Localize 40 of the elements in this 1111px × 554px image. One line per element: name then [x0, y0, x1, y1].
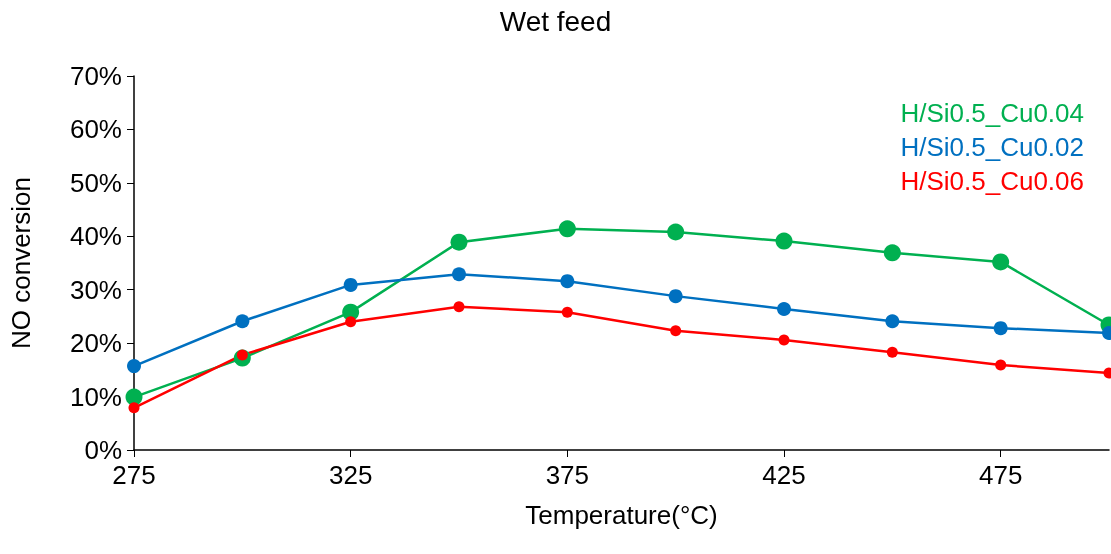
point	[777, 301, 791, 316]
point	[885, 314, 900, 329]
point	[995, 359, 1007, 371]
y-tick-label: 20%	[69, 328, 122, 359]
point	[343, 277, 358, 292]
point	[668, 289, 683, 304]
point	[667, 223, 685, 241]
point	[670, 325, 682, 337]
text: H/Si0.5_Cu0.02	[900, 132, 1084, 162]
y-tick-label: 40%	[69, 221, 122, 252]
point	[778, 334, 790, 346]
point	[235, 314, 250, 329]
x-axis-title: Temperature(°C)	[525, 500, 718, 530]
text: H/Si0.5_Cu0.04	[900, 98, 1084, 128]
point	[450, 233, 468, 251]
point	[775, 232, 793, 250]
text: H/Si0.5_Cu0.06	[900, 166, 1084, 196]
x-tick-label: 375	[545, 460, 590, 490]
x-tick-label: 475	[978, 460, 1023, 490]
point	[993, 321, 1008, 336]
point	[560, 274, 575, 289]
point	[561, 306, 573, 318]
point	[992, 253, 1010, 271]
point	[127, 359, 141, 374]
point	[558, 220, 576, 238]
point	[883, 244, 901, 262]
point	[345, 316, 357, 328]
chart-title: Wet feed	[499, 5, 612, 37]
y-tick-label: 10%	[69, 381, 122, 412]
point	[128, 402, 140, 414]
point	[886, 346, 898, 358]
x-tick-label: 325	[328, 460, 373, 490]
x-tick-label: 425	[762, 460, 806, 490]
y-axis-title: NO conversion	[6, 177, 36, 349]
y-tick-label: 30%	[69, 274, 122, 305]
y-tick-label: 70%	[69, 61, 122, 91]
y-tick-label: 60%	[69, 114, 122, 145]
point	[453, 301, 465, 313]
y-tick-label: 50%	[69, 167, 122, 198]
point	[452, 267, 466, 282]
